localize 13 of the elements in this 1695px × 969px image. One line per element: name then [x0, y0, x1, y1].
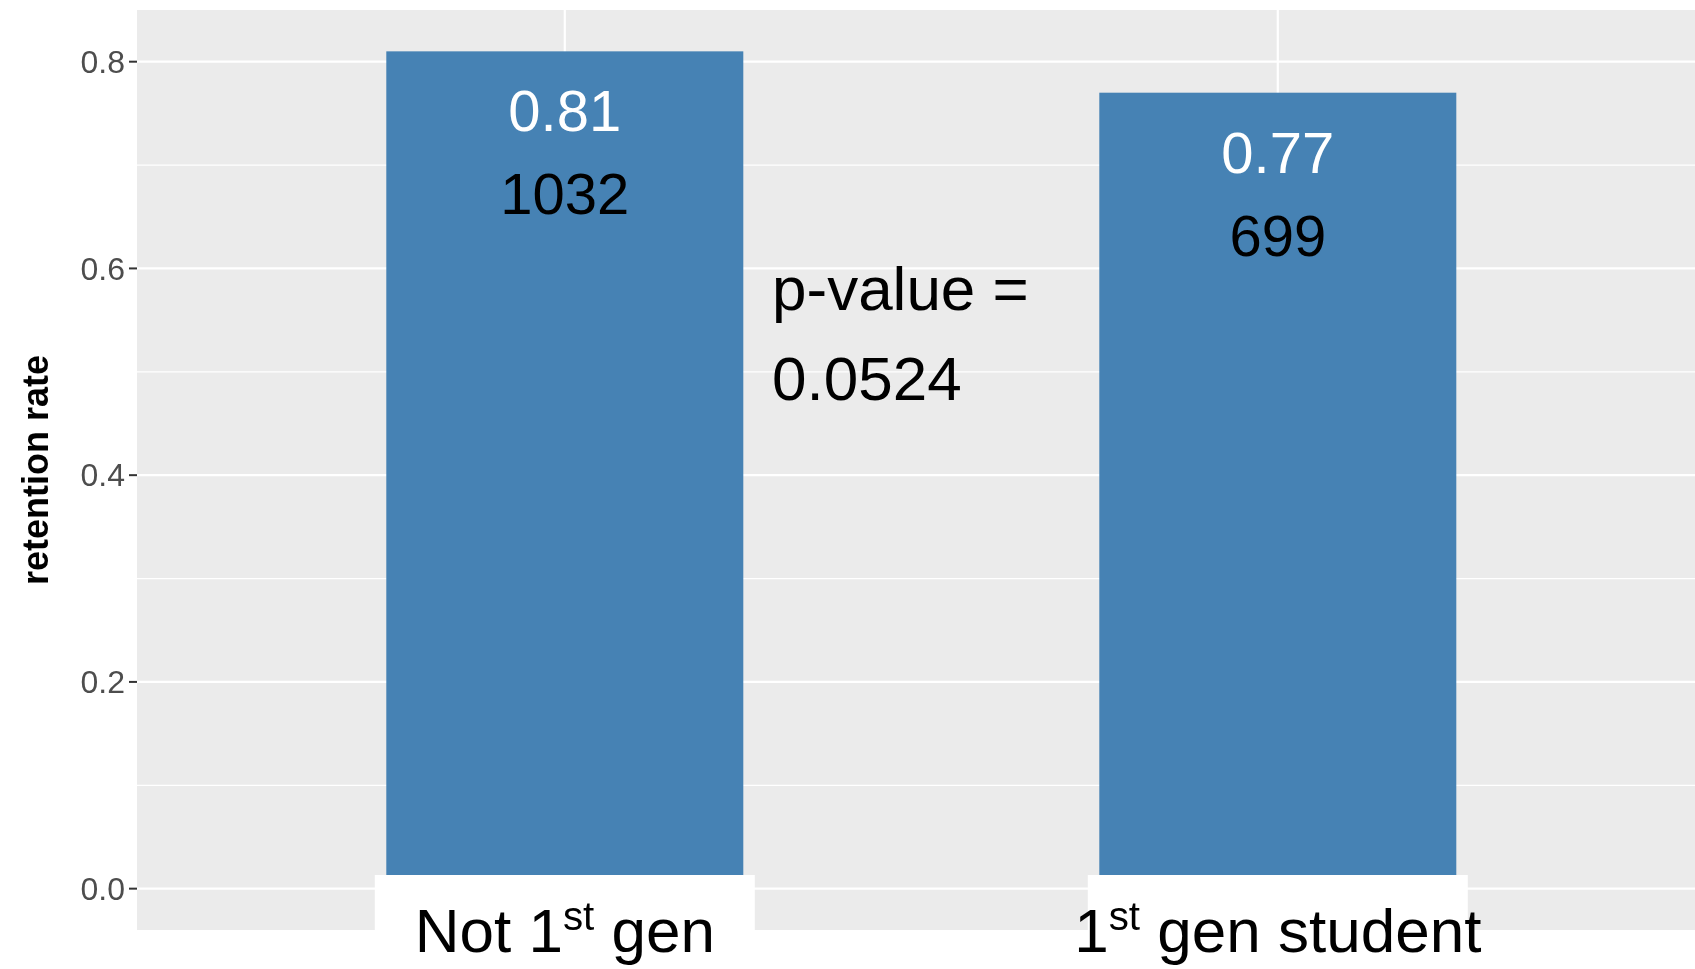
x-tick-label: Not 1$^{st}$ gen [414, 893, 715, 965]
data-label: 0.77 [1221, 119, 1335, 185]
y-tick-label: 0.8 [80, 43, 125, 80]
annotation: p-value = 0.0524 [772, 254, 1029, 413]
x-tick-label: 1$^{st}$ gen student [1074, 893, 1482, 965]
y-tick-label: 0.0 [80, 870, 125, 907]
y-tick-label: 0.6 [80, 250, 125, 287]
data-label: 0.81 [508, 78, 622, 144]
annotation: 699 [1229, 202, 1327, 268]
y-tick-label: 0.4 [80, 457, 125, 494]
y-axis-title: retention rate [15, 354, 56, 586]
annotation: 1032 [500, 161, 630, 227]
y-tick-label: 0.2 [80, 664, 125, 701]
